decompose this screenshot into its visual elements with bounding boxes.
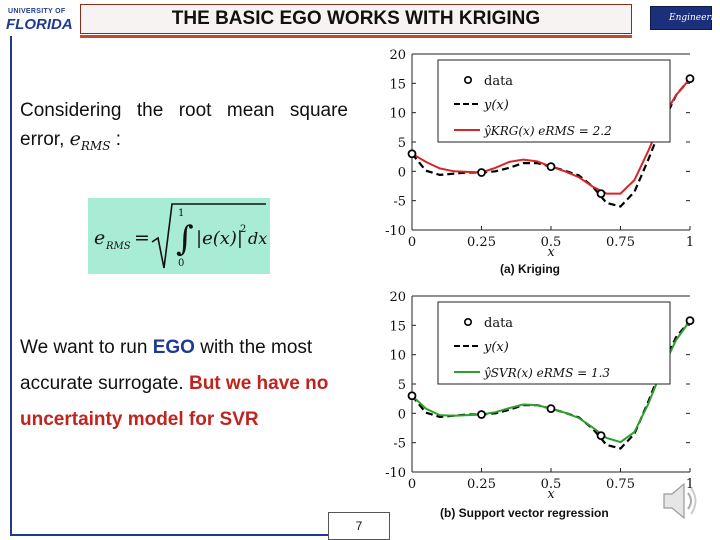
speaker-icon[interactable] [658, 478, 698, 524]
ego-emphasis: EGO [152, 337, 195, 358]
y-tick-label: 0 [398, 165, 406, 180]
caption-kriging: (a) Kriging [500, 262, 560, 276]
data-point [477, 410, 486, 419]
svr-warning: But we have no uncertainty model for SVR [20, 373, 329, 430]
legend-surrogate-label: ŷKRG(x) eRMS = 2.2 [483, 124, 612, 138]
kriging-plot: -10 -5 0 5 10 15 20 0 0.25 0.5 0.75 1 x data y(x) ŷKRG(… [385, 48, 695, 260]
integral-upper: 1 [178, 208, 184, 219]
legend-data-label: data [484, 316, 513, 331]
data-point [546, 404, 556, 414]
data-point [546, 162, 556, 172]
data-point [596, 431, 606, 441]
y-tick-label: 10 [389, 349, 406, 364]
y-tick-label: 10 [389, 107, 406, 122]
paragraph-ego: We want to run EGO with the most accurat… [20, 330, 350, 438]
y-tick-label: 15 [389, 319, 406, 334]
erms-symbol: eRMS [69, 128, 111, 153]
bottom-rule [10, 534, 340, 536]
x-axis-label: x [547, 487, 555, 502]
university-logo: UNIVERSITY OF FLORIDA [2, 4, 73, 33]
x-tick-label: 0.5 [541, 235, 562, 250]
colon: : [115, 129, 121, 150]
sqrt-sign [151, 203, 266, 269]
svr-plot: -10 -5 0 5 10 15 20 0 0.25 0.5 0.75 1 x data y(x) ŷSVR(… [385, 290, 695, 502]
y-tick-label: -10 [385, 224, 406, 239]
x-axis-label: x [547, 245, 555, 260]
paragraph-rms-text: Considering the root mean square error, [20, 100, 348, 150]
logo-big-text: FLORIDA [6, 16, 73, 33]
y-tick-label: -5 [393, 195, 406, 210]
y-tick-label: -10 [385, 466, 406, 481]
data-point [685, 316, 695, 326]
formula-lhs: e [94, 227, 105, 249]
caption-svr: (b) Support vector regression [440, 506, 609, 520]
y-tick-label: 0 [398, 407, 406, 422]
data-point [407, 149, 417, 159]
logo-small-text: UNIVERSITY OF [8, 8, 66, 15]
engineering-logo-text: Engineering [669, 13, 720, 23]
legend-data-label: data [484, 74, 513, 89]
legend-box [437, 301, 671, 385]
data-point [685, 74, 695, 84]
x-tick-label: 0 [408, 477, 416, 492]
legend-surrogate-label: ŷSVR(x) eRMS = 1.3 [483, 366, 610, 380]
formula-dx: dx [248, 229, 267, 248]
paragraph-ego-text-b: with the most accurate surrogate. [20, 337, 313, 394]
legend-truth-label: y(x) [483, 98, 509, 113]
x-tick-label: 1 [686, 477, 694, 492]
y-tick-label: 20 [389, 48, 406, 63]
paragraph-rms: Considering the root mean square error, … [20, 97, 348, 160]
y-tick-label: 15 [389, 77, 406, 92]
left-rule [10, 36, 12, 536]
data-point [477, 168, 486, 177]
erms-sub: RMS [80, 138, 111, 153]
paragraph-ego-text-a: We want to run [20, 337, 153, 358]
page-number: 7 [355, 519, 363, 533]
x-tick-label: 0.75 [606, 235, 635, 250]
integral-sign: ∫ [176, 219, 194, 259]
x-tick-label: 0.25 [467, 477, 496, 492]
title-box: THE BASIC EGO WORKS WITH KRIGING [80, 4, 632, 34]
erms-e: e [69, 128, 81, 150]
x-tick-label: 0 [408, 235, 416, 250]
legend-data-marker [464, 317, 473, 326]
legend-truth-label: y(x) [483, 340, 509, 355]
legend: data y(x) ŷKRG(x) eRMS = 2.2 [437, 59, 671, 143]
x-tick-label: 0.75 [606, 477, 635, 492]
x-tick-label: 0.25 [467, 235, 496, 250]
title-underline [80, 35, 632, 38]
legend-data-marker [464, 75, 473, 84]
formula-equals: = [134, 227, 150, 249]
formula-power: 2 [240, 224, 246, 235]
x-tick-label: 1 [686, 235, 694, 250]
data-point [407, 391, 417, 401]
formula-integrand: |e(x)| [196, 228, 243, 249]
page-number-box: 7 [328, 512, 390, 540]
formula-svg: e RMS = ∫ 1 0 |e(x)| 2 dx [94, 203, 267, 269]
legend-box [437, 59, 671, 143]
formula-lhs-sub: RMS [105, 241, 131, 252]
y-tick-label: 5 [398, 378, 406, 393]
slide-title: THE BASIC EGO WORKS WITH KRIGING [171, 8, 541, 29]
y-tick-label: 5 [398, 136, 406, 151]
x-tick-label: 0.5 [541, 477, 562, 492]
y-tick-label: -5 [393, 437, 406, 452]
legend: data y(x) ŷSVR(x) eRMS = 1.3 [437, 301, 671, 385]
y-tick-label: 20 [389, 290, 406, 305]
engineering-logo: Engineering [650, 6, 720, 30]
data-point [596, 189, 606, 199]
integral-lower: 0 [178, 258, 184, 269]
rms-formula: e RMS = ∫ 1 0 |e(x)| 2 dx [88, 198, 270, 274]
